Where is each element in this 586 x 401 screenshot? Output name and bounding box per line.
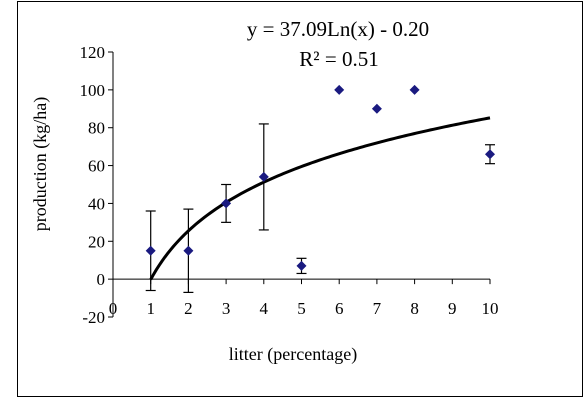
y-tick-label: 20 xyxy=(88,232,105,251)
trendline-equation: y = 37.09Ln(x) - 0.20 xyxy=(247,17,429,41)
error-bars xyxy=(145,123,495,293)
y-tick-label: -20 xyxy=(82,308,105,327)
x-axis-label: litter (percentage) xyxy=(229,344,357,365)
trendline xyxy=(149,116,491,281)
data-point xyxy=(409,84,420,95)
x-tick-label: 7 xyxy=(373,299,382,318)
data-point xyxy=(221,198,232,209)
x-tick-label: 1 xyxy=(146,299,155,318)
x-tick-label: 10 xyxy=(482,299,499,318)
data-point xyxy=(485,149,495,160)
x-tick-label: 4 xyxy=(260,299,269,318)
x-tick-label: 3 xyxy=(222,299,231,318)
y-tick-label: 40 xyxy=(88,194,105,213)
data-points xyxy=(145,84,495,271)
figure-frame xyxy=(17,1,583,397)
y-axis-label: production (kg/ha) xyxy=(30,97,51,231)
x-tick-label: 6 xyxy=(335,299,344,318)
data-point xyxy=(296,260,307,271)
data-point xyxy=(183,245,194,256)
data-point xyxy=(258,171,269,182)
data-point xyxy=(334,84,345,95)
data-point xyxy=(145,245,156,256)
x-tick-label: 8 xyxy=(410,299,419,318)
y-tick-label: 120 xyxy=(80,43,106,62)
x-tick-label: 0 xyxy=(109,299,118,318)
x-axis-ticks: 0 1 2 3 4 5 6 7 8 9 10 xyxy=(109,279,499,318)
y-tick-label: 80 xyxy=(88,119,105,138)
y-axis-ticks: -20 0 20 40 60 80 100 120 xyxy=(80,43,113,327)
data-point xyxy=(371,103,382,114)
r-squared-label: R² = 0.51 xyxy=(299,47,378,71)
y-tick-label: 0 xyxy=(97,270,106,289)
x-tick-label: 2 xyxy=(184,299,193,318)
x-tick-label: 9 xyxy=(448,299,457,318)
x-tick-label: 5 xyxy=(297,299,306,318)
y-tick-label: 100 xyxy=(80,81,106,100)
y-tick-label: 60 xyxy=(88,157,105,176)
